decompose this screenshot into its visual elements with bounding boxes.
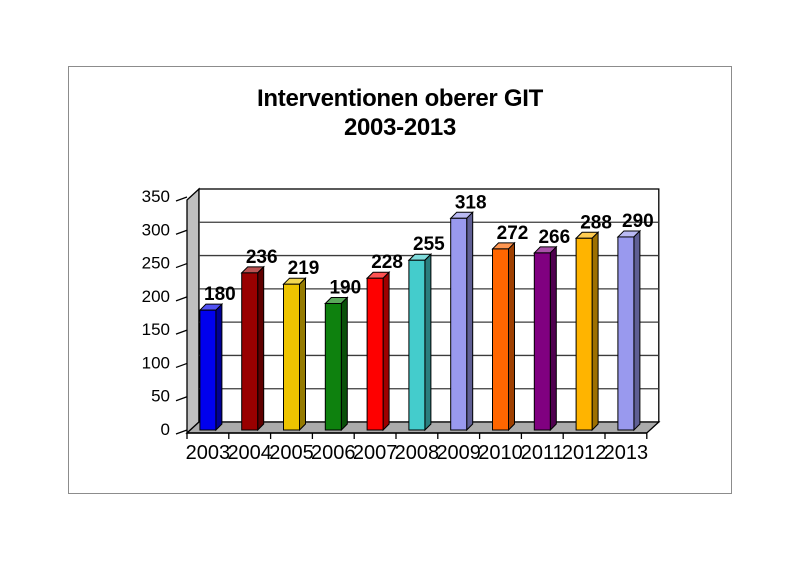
y-tick-label-300: 300 (142, 220, 170, 239)
chart-side-wall (186, 187, 200, 435)
bar-2004 (241, 272, 259, 431)
y-tick-label-200: 200 (142, 287, 170, 306)
value-label-2010: 272 (497, 223, 529, 244)
y-tick-100 (175, 362, 188, 369)
bar-2009 (450, 217, 468, 431)
value-label-2007: 228 (371, 252, 403, 273)
y-tick-label-350: 350 (142, 187, 170, 206)
value-label-2004: 236 (246, 247, 278, 268)
bar-2012 (575, 237, 593, 431)
value-label-2008: 255 (413, 234, 445, 255)
bar-2008 (408, 259, 426, 431)
chart-title-line1: Interventionen oberer GIT (257, 85, 543, 112)
value-label-2003: 180 (204, 284, 236, 305)
chart-title-line2: 2003-2013 (343, 114, 457, 141)
bar-side-2003 (215, 302, 223, 432)
bar-side-2012 (591, 231, 599, 432)
x-tick-label-2005: 2005 (269, 442, 314, 464)
x-tick-label-2011: 2011 (521, 442, 564, 464)
bar-side-2006 (340, 296, 348, 432)
bar-side-2005 (299, 277, 306, 432)
bar-2010 (492, 248, 509, 431)
value-label-2011: 266 (538, 227, 570, 248)
bar-2005 (283, 283, 300, 431)
value-label-2005: 219 (288, 258, 320, 279)
value-label-2009: 318 (455, 192, 487, 213)
y-tick-350 (175, 196, 188, 202)
y-tick-label-100: 100 (142, 353, 170, 372)
y-tick-label-150: 150 (142, 320, 170, 339)
bar-side-2009 (466, 211, 474, 432)
bar-side-2008 (424, 253, 432, 432)
bar-2011 (533, 252, 551, 431)
y-tick-50 (175, 396, 188, 402)
x-tick-label-2008: 2008 (395, 442, 440, 464)
value-label-2012: 288 (580, 212, 612, 233)
bar-2007 (366, 277, 384, 431)
bar-side-2004 (257, 265, 265, 432)
chart-title: Interventionen oberer GIT 2003-2013 (69, 84, 731, 142)
value-label-2006: 190 (329, 278, 361, 299)
x-tick-label-2009: 2009 (436, 442, 481, 464)
x-tick-label-2007: 2007 (353, 442, 398, 464)
bar-side-2013 (633, 229, 641, 432)
x-tick-label-2006: 2006 (311, 442, 356, 464)
bar-side-2010 (508, 241, 515, 432)
y-tick-150 (175, 329, 188, 335)
bar-side-2007 (382, 271, 390, 432)
y-tick-label-0: 0 (161, 420, 170, 439)
y-tick-label-250: 250 (142, 254, 170, 273)
y-tick-250 (175, 262, 188, 269)
value-label-2013: 290 (622, 211, 654, 232)
bar-2003 (199, 309, 217, 431)
y-tick-label-50: 50 (151, 387, 170, 406)
bar-2013 (617, 236, 635, 431)
x-tick-label-2013: 2013 (604, 442, 649, 464)
x-tick-label-2012: 2012 (562, 442, 607, 464)
y-tick-0 (175, 429, 188, 435)
x-tick-label-2004: 2004 (227, 442, 272, 464)
x-tick-label-2003: 2003 (186, 442, 231, 464)
y-tick-300 (175, 229, 188, 235)
x-tick-label-2010: 2010 (478, 442, 523, 464)
y-tick-200 (175, 296, 188, 302)
bar-side-2011 (549, 245, 557, 432)
bar-2006 (324, 303, 342, 431)
